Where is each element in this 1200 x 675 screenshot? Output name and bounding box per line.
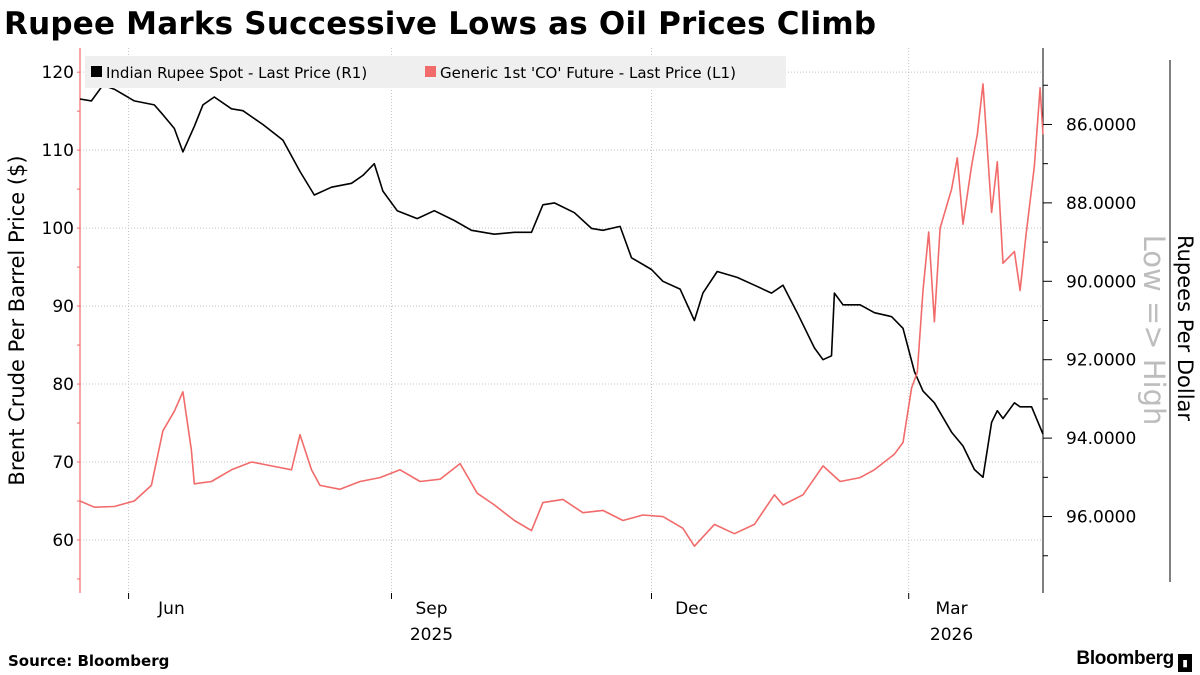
inverted-axis-annotation: Low => High <box>1137 235 1171 426</box>
grid-lines <box>80 48 1043 593</box>
legend-label: Indian Rupee Spot - Last Price (R1) <box>106 64 367 82</box>
legend-swatch <box>91 66 102 77</box>
x-year-label: 2026 <box>930 625 973 645</box>
right-tick-label: 94.0000 <box>1066 429 1136 449</box>
chart-title: Rupee Marks Successive Lows as Oil Price… <box>4 6 877 42</box>
axes: Jun Sep Dec Mar 2025 2026 60 70 80 90 100 110 120 Bre… <box>5 48 1197 645</box>
legend: Indian Rupee Spot - Last Price (R1) Gener… <box>85 56 786 88</box>
right-tick-label: 96.0000 <box>1066 508 1136 528</box>
right-tick-label: 88.0000 <box>1066 194 1136 214</box>
x-tick-label: Jun <box>157 599 185 619</box>
x-tick-label: Dec <box>675 599 708 619</box>
rupee-series-line <box>79 84 1044 479</box>
series-lines <box>79 83 1044 547</box>
x-tick-label: Mar <box>936 599 968 619</box>
right-tick-label: 90.0000 <box>1066 272 1136 292</box>
x-tick-label: Sep <box>415 599 447 619</box>
left-axis-label: Brent Crude Per Barrel Price ($) <box>5 155 29 485</box>
right-tick-label: 92.0000 <box>1066 351 1136 371</box>
left-tick-label: 60 <box>52 531 74 551</box>
left-tick-label: 110 <box>42 141 74 161</box>
legend-label: Generic 1st 'CO' Future - Last Price (L1… <box>440 64 736 82</box>
brent-series-line <box>79 83 1044 547</box>
left-tick-label: 90 <box>52 297 74 317</box>
brand-name: Bloomberg <box>1076 648 1174 669</box>
left-tick-label: 100 <box>42 219 74 239</box>
brand-logo: Bloomberg ▮ <box>1076 648 1192 672</box>
left-tick-label: 70 <box>52 453 74 473</box>
source-note: Source: Bloomberg <box>8 652 170 670</box>
left-tick-label: 80 <box>52 375 74 395</box>
x-year-label: 2025 <box>410 625 453 645</box>
right-tick-label: 86.0000 <box>1066 115 1136 135</box>
right-axis-label: Rupees Per Dollar <box>1173 235 1197 421</box>
legend-swatch <box>425 66 436 77</box>
left-tick-label: 120 <box>42 63 74 83</box>
terminal-icon: ▮ <box>1178 654 1192 672</box>
